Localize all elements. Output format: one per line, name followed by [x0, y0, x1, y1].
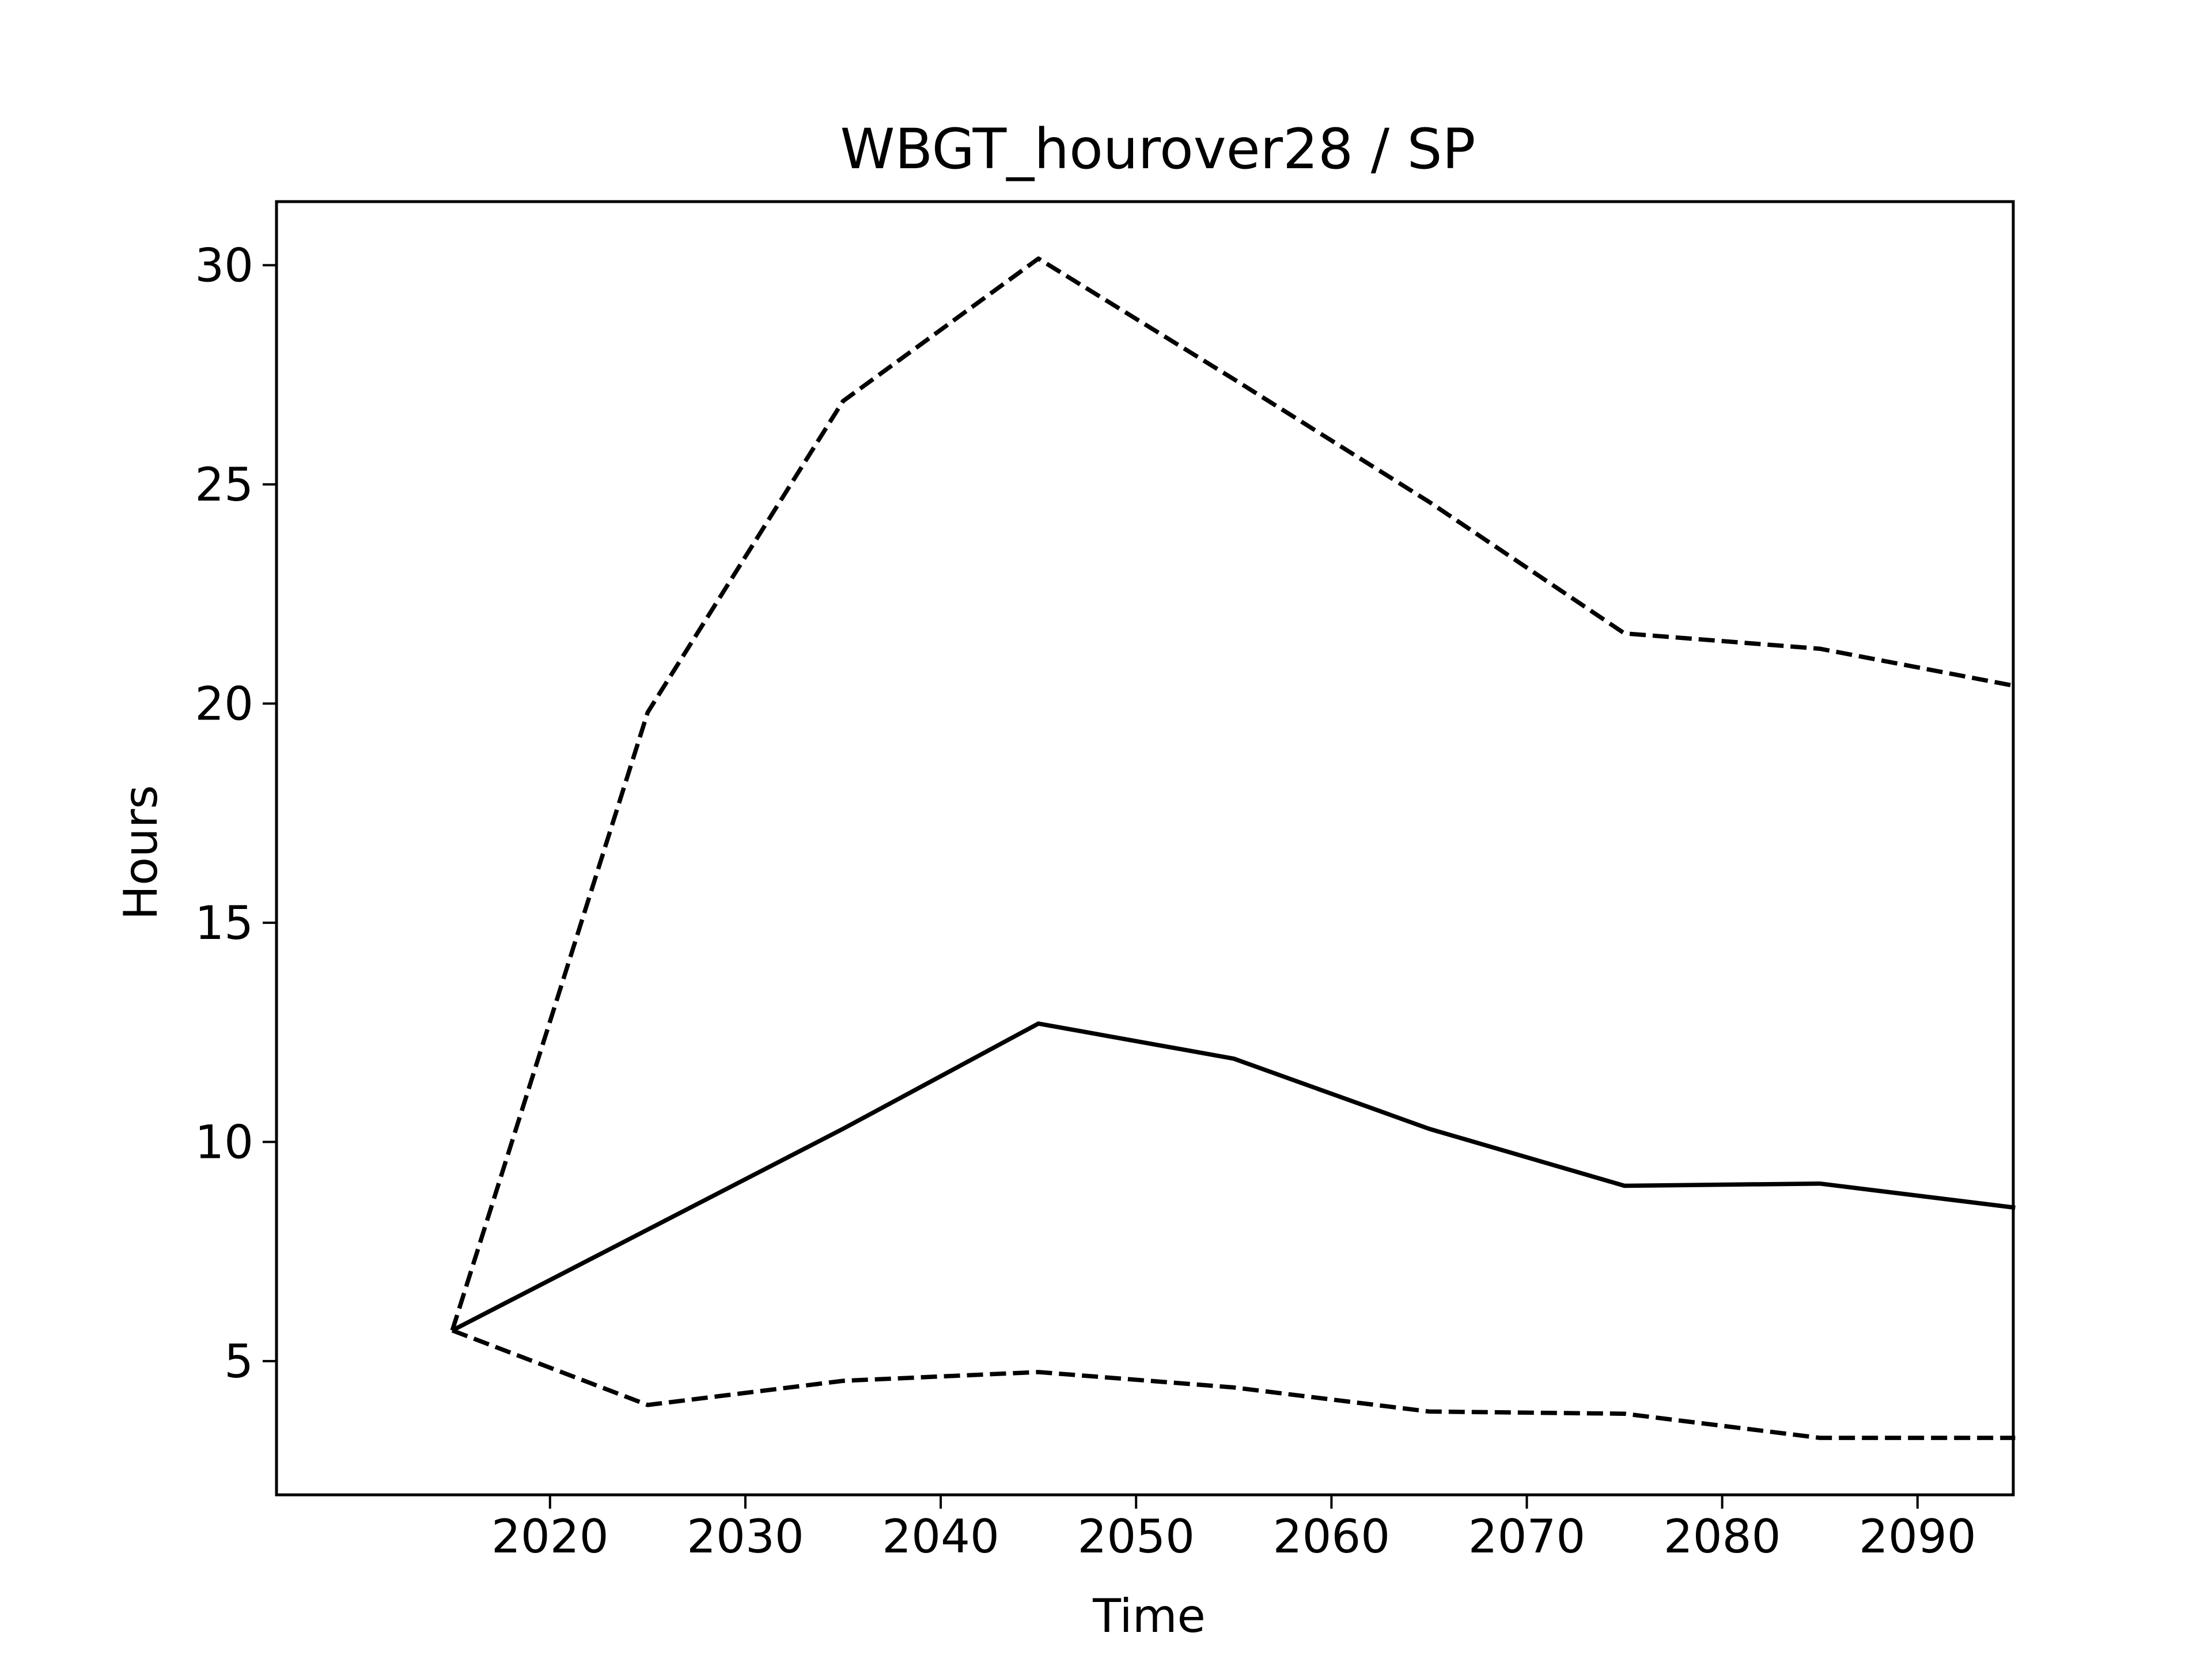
y-tick-label: 20 — [195, 677, 253, 730]
y-axis-ticks: 5 10 15 20 25 30 — [195, 238, 276, 1388]
y-tick-label: 25 — [195, 458, 253, 512]
plot-frame — [275, 200, 2015, 1497]
x-axis-ticks: 2020 2030 2040 2050 2060 2070 2080 2090 — [491, 1495, 1976, 1563]
series-line-3 — [451, 1328, 2016, 1440]
y-axis-label: Hours — [114, 785, 168, 920]
x-tick-label: 2080 — [1664, 1510, 1781, 1563]
x-tick-label: 2040 — [882, 1510, 999, 1563]
y-tick-label: 10 — [195, 1115, 253, 1169]
series-line-1 — [451, 1021, 2016, 1332]
y-tick-label: 15 — [195, 896, 253, 950]
x-tick-label: 2060 — [1273, 1510, 1391, 1563]
x-tick-label: 2090 — [1859, 1510, 1976, 1563]
x-axis-label: Time — [1092, 1589, 1206, 1643]
x-tick-label: 2050 — [1077, 1510, 1195, 1563]
x-tick-label: 2020 — [491, 1510, 609, 1563]
chart-title: WBGT_hourover28 / SP — [840, 117, 1476, 181]
y-tick-label: 30 — [195, 238, 253, 292]
series-line-2 — [450, 256, 2016, 1331]
x-tick-label: 2070 — [1468, 1510, 1586, 1563]
x-tick-label: 2030 — [687, 1510, 804, 1563]
plot-lines — [450, 256, 2016, 1440]
y-tick-label: 5 — [224, 1335, 253, 1388]
